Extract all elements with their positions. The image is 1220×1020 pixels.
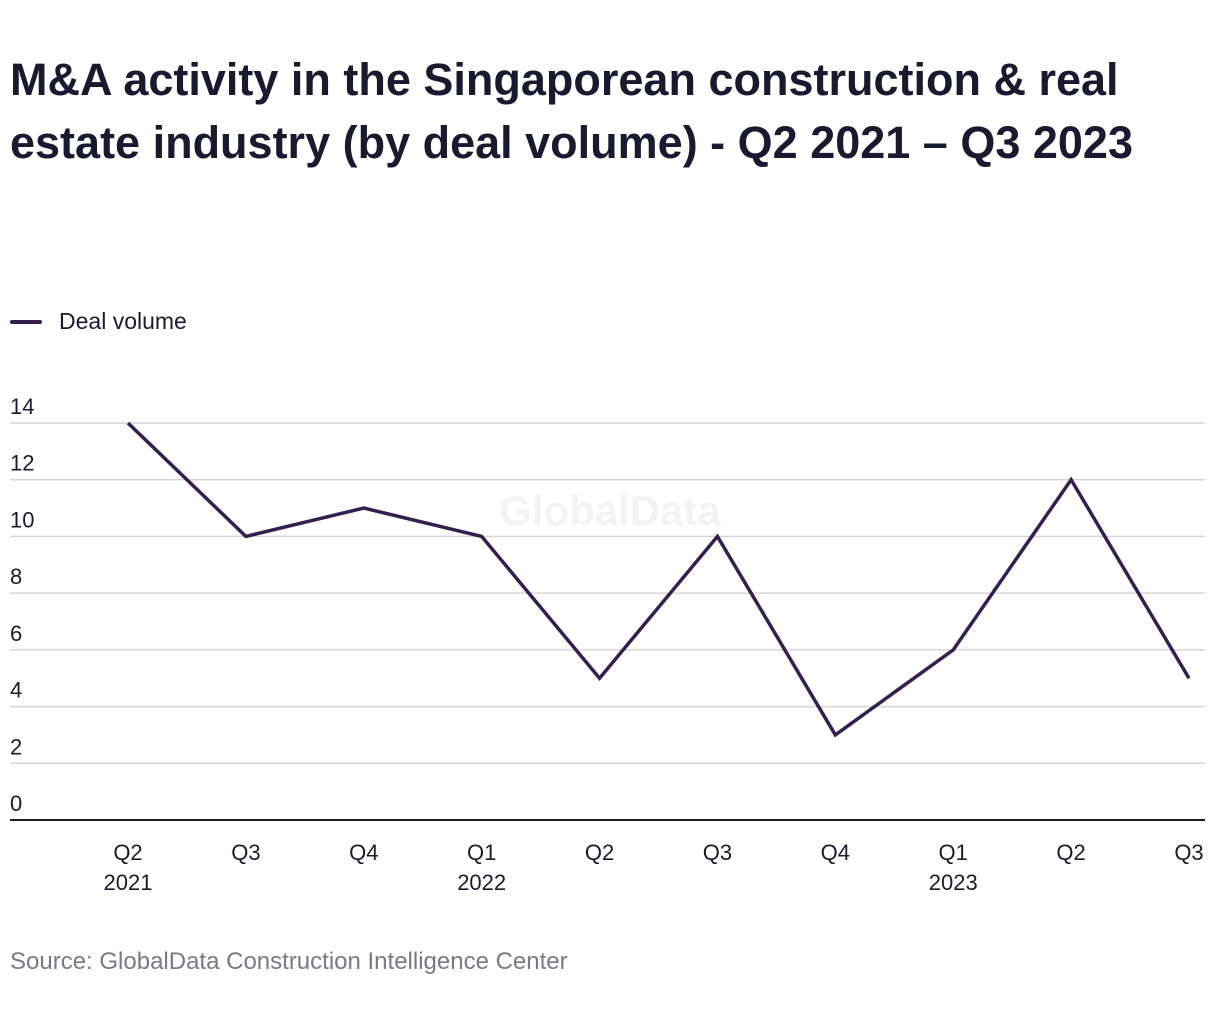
y-tick-label: 4	[10, 678, 22, 703]
x-tick-year-label: 2023	[929, 870, 978, 895]
y-tick-label: 6	[10, 621, 22, 646]
series-line	[126, 421, 1191, 738]
legend-swatch	[10, 319, 42, 324]
y-tick-label: 0	[10, 791, 22, 816]
legend: Deal volume	[10, 308, 187, 335]
x-tick-year-label: 2022	[457, 870, 506, 895]
x-tick-label: Q1	[467, 840, 496, 865]
y-tick-label: 12	[10, 451, 34, 476]
chart-title: M&A activity in the Singaporean construc…	[10, 54, 1133, 168]
x-tick-label: Q2	[585, 840, 614, 865]
x-tick-label: Q1	[939, 840, 968, 865]
x-tick-label: Q4	[821, 840, 850, 865]
legend-label: Deal volume	[59, 308, 187, 334]
y-tick-label: 14	[10, 394, 34, 419]
y-tick-label: 2	[10, 734, 22, 759]
y-tick-label: 10	[10, 507, 34, 532]
watermark: GlobalData	[499, 487, 721, 534]
source-note: Source: GlobalData Construction Intellig…	[10, 948, 568, 975]
x-tick-label: Q3	[703, 840, 732, 865]
y-tick-label: 8	[10, 564, 22, 589]
x-tick-label: Q3	[231, 840, 260, 865]
x-tick-label: Q2	[113, 840, 142, 865]
x-tick-label: Q4	[349, 840, 378, 865]
x-tick-year-label: 2021	[104, 870, 153, 895]
x-tick-label: Q2	[1056, 840, 1085, 865]
x-tick-label: Q3	[1174, 840, 1203, 865]
